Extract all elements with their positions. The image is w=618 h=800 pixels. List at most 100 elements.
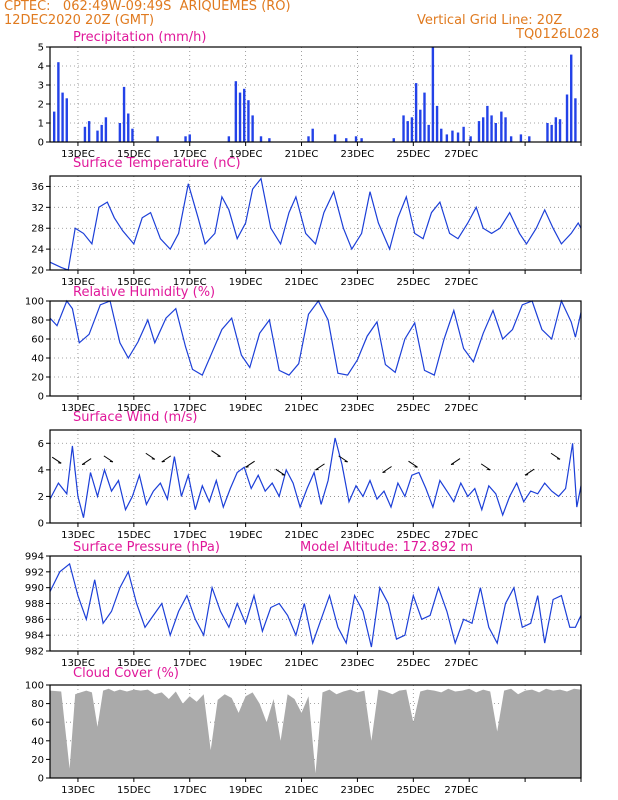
precip-bar: [156, 136, 159, 142]
x-date-label: 19DEC: [229, 658, 263, 669]
y-tick-label: 36: [31, 182, 44, 193]
grid-note: Vertical Grid Line: 20Z: [417, 13, 563, 28]
x-date-label: 17DEC: [173, 785, 207, 796]
precip-bar: [65, 98, 68, 142]
precip-bar: [345, 138, 348, 142]
wind-arrow-head: [414, 466, 418, 468]
wind-arrow-head: [525, 474, 529, 476]
series-line: [49, 437, 582, 518]
x-date-label: 25DEC: [396, 277, 430, 288]
precip-bar: [188, 134, 191, 142]
y-tick-label: 0: [38, 138, 44, 149]
y-tick-label: 4: [38, 465, 44, 476]
x-date-label: 17DEC: [173, 277, 207, 288]
wind-arrow-head: [58, 462, 62, 464]
precip-bar: [104, 117, 108, 142]
x-date-label: 21DEC: [285, 149, 319, 160]
cloud-area: [50, 688, 581, 778]
x-date-label: 17DEC: [173, 149, 207, 160]
y-tick-label: 4: [38, 62, 44, 73]
precip-bar: [57, 62, 60, 143]
y-tick-label: 20: [31, 755, 44, 766]
precip-bar: [87, 121, 91, 142]
y-tick-label: 80: [31, 699, 44, 710]
x-date-label: 13DEC: [61, 149, 95, 160]
x-date-label: 17DEC: [173, 403, 207, 414]
panel-1: Precipitation (mm/h) 0 1 2 3 4 5 13DEC 15DEC 17DE…: [38, 30, 582, 160]
panel-2: Surface Temperature (nC) 20 24 28 32 36 13DEC 1…: [31, 156, 582, 288]
y-tick-label: 2: [38, 492, 44, 503]
wind-arrow-head: [109, 460, 113, 463]
y-tick-label: 984: [25, 631, 44, 642]
precip-bar: [445, 134, 449, 142]
x-date-label: 21DEC: [285, 785, 319, 796]
wind-arrow: [524, 468, 535, 476]
precip-bar: [52, 111, 56, 142]
precip-bar: [402, 115, 405, 142]
precip-bar: [554, 117, 558, 142]
x-date-label: 13DEC: [61, 403, 95, 414]
wind-arrow-head: [487, 468, 491, 471]
precip-bar: [131, 128, 134, 142]
x-date-label: 23DEC: [341, 785, 375, 796]
y-tick-label: 28: [31, 224, 44, 235]
precip-bar: [268, 138, 271, 142]
precip-bar: [184, 136, 187, 142]
precip-bar: [546, 123, 549, 142]
wind-arrow: [275, 468, 286, 476]
precip-bar: [243, 88, 246, 142]
precip-bar: [419, 109, 422, 142]
x-date-label: 25DEC: [396, 403, 430, 414]
y-tick-label: 60: [31, 335, 44, 346]
wind-arrow: [103, 455, 114, 463]
wind-arrow-head: [217, 455, 221, 458]
x-date-label: 25DEC: [396, 530, 430, 541]
precip-bar: [500, 111, 503, 142]
y-tick-label: 0: [38, 774, 44, 785]
x-date-label: 23DEC: [341, 277, 375, 288]
x-date-label: 23DEC: [341, 149, 375, 160]
x-date-label: 21DEC: [285, 530, 319, 541]
x-date-label: 27DEC: [444, 149, 478, 160]
x-date-label: 25DEC: [396, 785, 430, 796]
precip-bar: [504, 117, 507, 142]
precip-bar: [570, 54, 573, 142]
x-date-label: 19DEC: [229, 530, 263, 541]
series-line: [49, 562, 582, 648]
precip-bar: [118, 123, 122, 142]
y-tick-label: 20: [31, 373, 44, 384]
x-date-label: 19DEC: [229, 785, 263, 796]
y-tick-label: 994: [25, 552, 44, 563]
wind-arrow-head: [151, 458, 155, 460]
y-tick-label: 40: [31, 736, 44, 747]
y-tick-label: 80: [31, 316, 44, 327]
wind-arrow: [161, 455, 172, 463]
precip-bar: [414, 83, 418, 142]
wind-arrow: [382, 466, 392, 473]
precip-bar: [550, 124, 553, 142]
x-date-label: 19DEC: [229, 277, 263, 288]
wind-arrow: [211, 450, 221, 457]
y-tick-label: 32: [31, 203, 44, 214]
precip-bar: [469, 136, 472, 142]
precip-bar: [307, 136, 310, 142]
y-tick-label: 5: [38, 43, 44, 54]
y-tick-label: 988: [25, 599, 44, 610]
y-tick-label: 60: [31, 718, 44, 729]
panel-title: Cloud Cover (%): [73, 666, 179, 681]
x-date-label: 19DEC: [229, 403, 263, 414]
wind-arrow-head: [161, 460, 165, 463]
wind-arrow: [480, 463, 491, 471]
wind-arrow-head: [382, 471, 386, 474]
x-date-label: 13DEC: [61, 785, 95, 796]
x-date-label: 15DEC: [117, 403, 151, 414]
precip-bar: [96, 130, 99, 142]
precip-bar: [574, 98, 577, 142]
precip-bar: [456, 132, 460, 142]
y-tick-label: 0: [38, 392, 44, 403]
y-tick-label: 0: [38, 519, 44, 530]
precip-bar: [354, 136, 358, 142]
y-tick-label: 6: [38, 439, 44, 450]
y-tick-label: 992: [25, 567, 44, 578]
station-header: CPTEC: 062:49W-09:49S ARIQUEMES (RO): [4, 0, 291, 14]
